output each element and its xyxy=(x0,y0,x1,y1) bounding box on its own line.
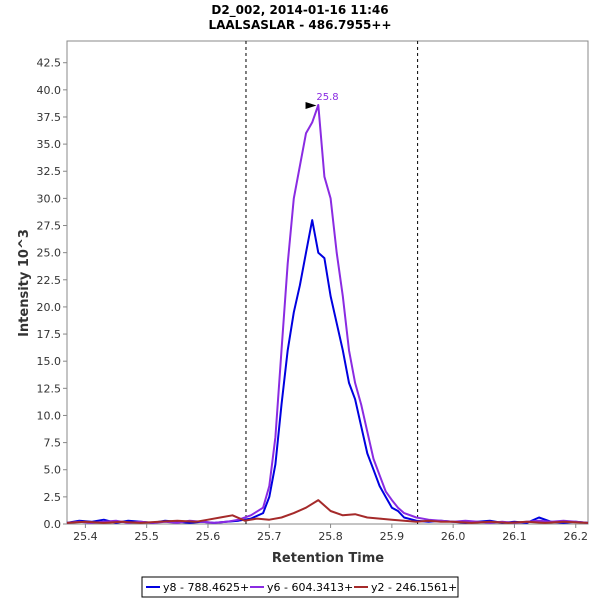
legend-entry: y2 - 246.1561+ xyxy=(371,581,457,594)
y-axis-label: Intensity 10^3 xyxy=(17,229,32,337)
y-tick-label: 0.0 xyxy=(44,518,62,531)
y-tick-label: 17.5 xyxy=(37,328,62,341)
x-tick-label: 25.6 xyxy=(196,530,221,543)
chart-title: D2_002, 2014-01-16 11:46 xyxy=(211,3,388,18)
legend-entry: y8 - 788.4625+ xyxy=(163,581,249,594)
peak-arrow-icon xyxy=(305,102,317,110)
y-tick-label: 32.5 xyxy=(37,165,62,178)
x-tick-label: 25.5 xyxy=(134,530,159,543)
peak-annotation: 25.8 xyxy=(305,92,339,110)
x-tick-label: 25.8 xyxy=(318,530,343,543)
y-tick-label: 35.0 xyxy=(37,138,62,151)
y-tick-label: 2.5 xyxy=(44,491,62,504)
x-tick-label: 25.4 xyxy=(73,530,98,543)
y-tick-label: 7.5 xyxy=(44,437,62,450)
y-tick-label: 20.0 xyxy=(37,301,62,314)
series-lines xyxy=(66,104,589,524)
x-axis-label: Retention Time xyxy=(272,551,384,566)
y-tick-label: 42.5 xyxy=(37,57,62,70)
peak-label: 25.8 xyxy=(316,92,338,103)
y-tick-label: 12.5 xyxy=(37,382,62,395)
y-tick-label: 30.0 xyxy=(37,192,62,205)
y-tick-label: 15.0 xyxy=(37,355,62,368)
legend-box xyxy=(141,576,459,598)
x-tick-label: 25.9 xyxy=(380,530,405,543)
series-line-2 xyxy=(66,104,589,524)
x-axis-ticks: 25.4 25.5 25.6 25.7 25.8 25.9 26.0 26.1 26.2 xyxy=(73,524,588,543)
y-tick-label: 22.5 xyxy=(37,274,62,287)
y-tick-label: 5.0 xyxy=(44,464,62,477)
y-tick-label: 25.0 xyxy=(37,247,62,260)
series-line-3 xyxy=(66,499,589,524)
plot-frame xyxy=(66,40,589,525)
x-tick-label: 26.0 xyxy=(441,530,466,543)
legend-entry: y6 - 604.3413+ xyxy=(267,581,353,594)
series-line-1 xyxy=(66,219,589,524)
y-axis-ticks: 0.0 2.5 5.0 7.5 10.0 12.5 15.0 17.5 20.0 22.5 25.0… xyxy=(37,57,67,531)
y-tick-label: 40.0 xyxy=(37,84,62,97)
x-tick-label: 26.2 xyxy=(563,530,588,543)
integration-boundaries xyxy=(245,41,419,524)
y-tick-label: 10.0 xyxy=(37,409,62,422)
y-tick-label: 37.5 xyxy=(37,111,62,124)
legend: y8 - 788.4625+ y6 - 604.3413+ y2 - 246.156… xyxy=(141,576,459,598)
chart-subtitle: LAALSASLAR - 486.7955++ xyxy=(208,18,391,32)
x-tick-label: 26.1 xyxy=(502,530,527,543)
y-tick-label: 27.5 xyxy=(37,220,62,233)
x-tick-label: 25.7 xyxy=(257,530,282,543)
